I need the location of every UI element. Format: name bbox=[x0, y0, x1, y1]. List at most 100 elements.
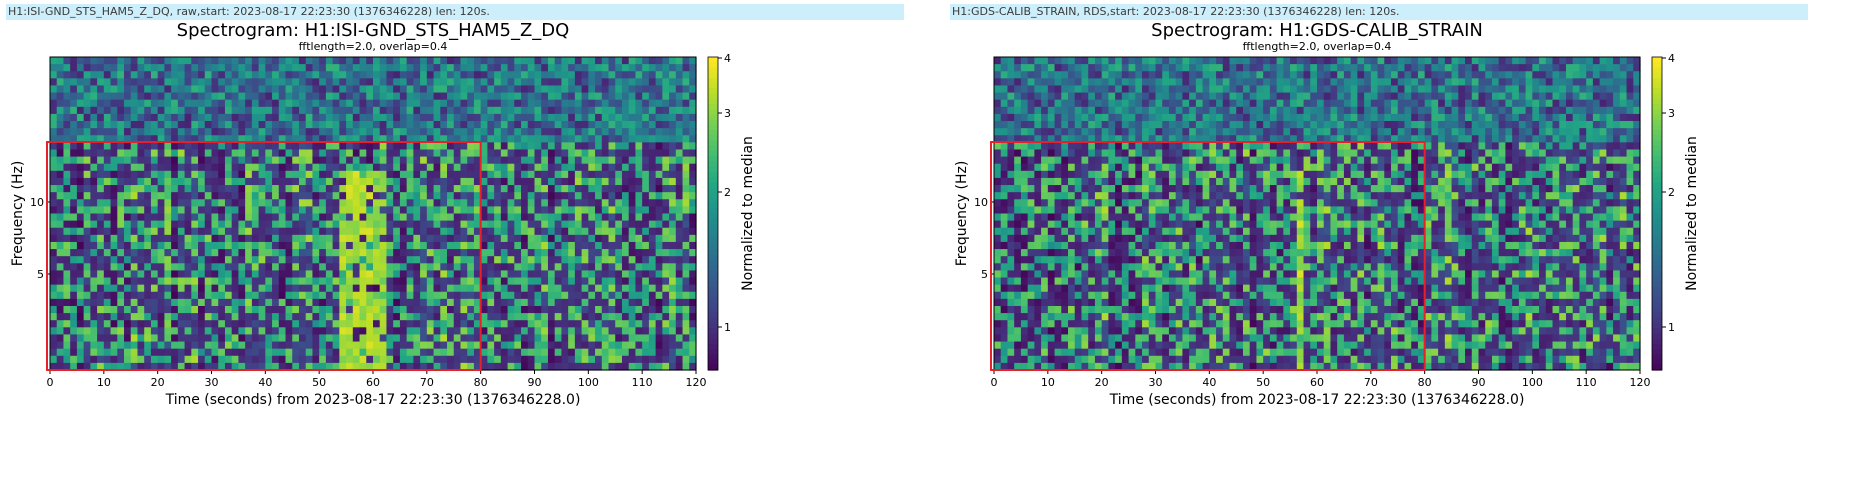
spectrogram-cell bbox=[251, 327, 260, 336]
spectrogram-cell bbox=[1054, 213, 1062, 222]
spectrogram-cell bbox=[238, 92, 246, 101]
spectrogram-cell bbox=[177, 121, 186, 129]
spectrogram-cell bbox=[352, 71, 361, 79]
spectrogram-cell bbox=[628, 142, 637, 151]
spectrogram-cell bbox=[359, 327, 367, 336]
spectrogram-cell bbox=[359, 149, 367, 158]
spectrogram-cell bbox=[150, 355, 159, 364]
spectrogram-cell bbox=[1047, 64, 1056, 72]
spectrogram-cell bbox=[130, 192, 139, 200]
spectrogram-cell bbox=[285, 206, 293, 215]
spectrogram-cell bbox=[1007, 313, 1015, 321]
spectrogram-cell bbox=[103, 348, 112, 357]
spectrogram-cell bbox=[507, 177, 515, 186]
spectrogram-cell bbox=[393, 348, 401, 357]
spectrogram-cell bbox=[339, 234, 347, 243]
spectrogram-cell bbox=[608, 57, 616, 65]
spectrogram-cell bbox=[994, 341, 1002, 350]
spectrogram-cell bbox=[554, 327, 563, 336]
spectrogram-cell bbox=[198, 199, 206, 207]
spectrogram-cell bbox=[1034, 227, 1042, 236]
spectrogram-cell bbox=[1027, 298, 1035, 307]
spectrogram-cell bbox=[265, 170, 273, 179]
spectrogram-cell bbox=[473, 284, 482, 293]
spectrogram-cell bbox=[339, 163, 347, 172]
spectrogram-cell bbox=[198, 57, 206, 65]
spectrogram-cell bbox=[76, 57, 85, 65]
spectrogram-cell bbox=[595, 64, 603, 72]
spectrogram-cell bbox=[83, 64, 91, 72]
spectrogram-cell bbox=[1027, 305, 1035, 314]
spectrogram-cell bbox=[1034, 142, 1042, 151]
spectrogram-cell bbox=[393, 291, 401, 300]
spectrogram-cell bbox=[1061, 64, 1069, 72]
spectrogram-cell bbox=[298, 57, 307, 65]
spectrogram-cell bbox=[150, 78, 159, 87]
spectrogram-cell bbox=[137, 64, 145, 72]
spectrogram-cell bbox=[1014, 313, 1022, 321]
spectrogram-cell bbox=[305, 64, 314, 72]
spectrogram-cell bbox=[608, 355, 616, 364]
spectrogram-cell bbox=[231, 241, 240, 250]
spectrogram-cell bbox=[386, 57, 394, 65]
spectrogram-cell bbox=[507, 113, 515, 122]
spectrogram-cell bbox=[648, 284, 657, 293]
spectrogram-cell bbox=[272, 57, 280, 65]
spectrogram-cell bbox=[1047, 270, 1056, 279]
spectrogram-cell bbox=[433, 113, 441, 122]
spectrogram-cell bbox=[164, 341, 172, 350]
spectrogram-cell bbox=[601, 284, 610, 293]
spectrogram-cell bbox=[521, 313, 529, 321]
spectrogram-cell bbox=[662, 99, 670, 108]
spectrogram-cell bbox=[177, 348, 186, 357]
spectrogram-cell bbox=[994, 213, 1002, 222]
spectrogram-cell bbox=[561, 291, 569, 300]
spectrogram-cell bbox=[332, 327, 340, 336]
spectrogram-cell bbox=[346, 170, 354, 179]
spectrogram-cell bbox=[433, 199, 441, 207]
spectrogram-cell bbox=[534, 78, 542, 87]
spectrogram-cell bbox=[124, 270, 132, 279]
spectrogram-cell bbox=[521, 327, 529, 336]
spectrogram-cell bbox=[608, 270, 616, 279]
spectrogram-cell bbox=[628, 92, 637, 101]
spectrogram-cell bbox=[231, 263, 240, 272]
spectrogram-cell bbox=[561, 71, 569, 79]
spectrogram-cell bbox=[601, 355, 610, 364]
spectrogram-cell bbox=[386, 121, 394, 129]
spectrogram-cell bbox=[675, 291, 684, 300]
spectrogram-cell bbox=[171, 185, 179, 193]
spectrogram-cell bbox=[332, 313, 340, 321]
spectrogram-cell bbox=[527, 142, 536, 151]
spectrogram-cell bbox=[346, 213, 354, 222]
spectrogram-cell bbox=[487, 298, 495, 307]
spectrogram-cell bbox=[406, 298, 414, 307]
spectrogram-cell bbox=[198, 241, 206, 250]
spectrogram-cell bbox=[447, 64, 455, 72]
spectrogram-cell bbox=[1020, 206, 1029, 215]
spectrogram-cell bbox=[561, 256, 569, 264]
spectrogram-cell bbox=[399, 177, 408, 186]
spectrogram-cell bbox=[588, 206, 596, 215]
spectrogram-cell bbox=[669, 192, 677, 200]
spectrogram-cell bbox=[110, 277, 118, 286]
spectrogram-cell bbox=[574, 106, 583, 115]
spectrogram-cell bbox=[1081, 85, 1089, 94]
spectrogram-cell bbox=[621, 128, 630, 136]
spectrogram-cell bbox=[473, 305, 482, 314]
spectrogram-cell bbox=[184, 327, 192, 336]
spectrogram-cell bbox=[204, 57, 213, 65]
spectrogram-cell bbox=[278, 220, 287, 229]
spectrogram-cell bbox=[157, 320, 165, 328]
spectrogram-cell bbox=[494, 113, 502, 122]
spectrogram-cell bbox=[480, 185, 488, 193]
spectrogram-cell bbox=[184, 128, 192, 136]
spectrogram-cell bbox=[440, 213, 448, 222]
spectrogram-cell bbox=[359, 213, 367, 222]
spectrogram-cell bbox=[669, 234, 677, 243]
spectrogram-cell bbox=[1088, 121, 1096, 129]
spectrogram-cell bbox=[420, 128, 428, 136]
spectrogram-cell bbox=[150, 270, 159, 279]
spectrogram-cell bbox=[359, 121, 367, 129]
spectrogram-cell bbox=[460, 220, 468, 229]
